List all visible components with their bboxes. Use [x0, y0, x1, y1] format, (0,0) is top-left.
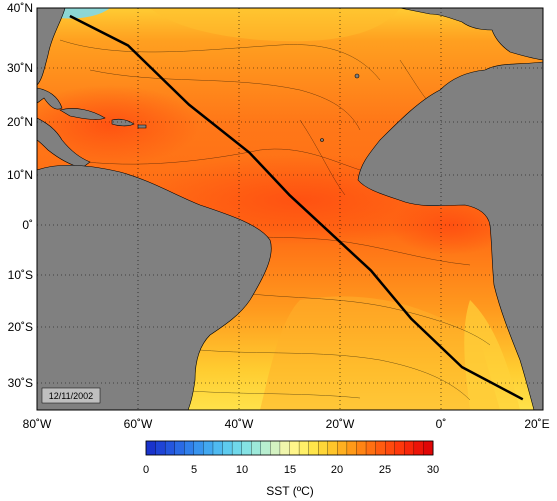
land-hispaniola: [111, 118, 135, 127]
colorbar-cell: [327, 440, 338, 456]
colorbar-cell: [337, 440, 348, 456]
lat-tick-label: 10˚S: [8, 268, 33, 282]
colorbar-tick-label: 30: [427, 464, 439, 476]
cool-region-benguela: [464, 300, 520, 410]
colorbar-cell: [318, 440, 329, 456]
lat-tick-label: 20˚N: [7, 115, 33, 129]
colorbar-cell: [365, 440, 377, 456]
lat-tick-label: 40˚N: [7, 1, 33, 15]
lon-tick-label: 80˚W: [23, 417, 52, 431]
date-stamp: 12/11/2002: [41, 387, 101, 404]
colorbar-cell: [423, 440, 434, 456]
lat-tick-label: 30˚S: [8, 376, 33, 390]
map-panel: 12/11/2002: [37, 8, 543, 410]
ship-track: [69, 14, 524, 401]
colorbar-cell: [174, 440, 185, 456]
land-canary-islands: [354, 73, 360, 79]
lon-tick-label: 60˚W: [124, 417, 153, 431]
land-north-america: [37, 8, 66, 86]
colorbar-title: SST (ºC): [266, 484, 314, 498]
colorbar-tick-label: 5: [191, 464, 197, 476]
colorbar-cell: [413, 440, 424, 456]
lat-tick-label: 30˚N: [7, 61, 33, 75]
colorbar-cell: [270, 440, 281, 456]
cool-region-south-atlantic: [260, 296, 500, 410]
latitude-axis: 40˚N 30˚N 20˚N 10˚N 0˚ 10˚S 20˚S 30˚S: [7, 1, 33, 390]
colorbar-cell: [203, 440, 214, 456]
colorbar-cell: [241, 440, 252, 456]
colorbar-cell: [346, 440, 357, 456]
colorbar-cell: [385, 440, 396, 456]
colorbar-cell: [308, 440, 319, 456]
lon-tick-label: 0˚: [436, 417, 447, 431]
colorbar-cell: [145, 440, 157, 456]
land-puerto-rico: [137, 124, 147, 129]
colorbar-cell: [356, 440, 367, 456]
colorbar-cell: [184, 440, 195, 456]
colorbar-tick-label: 20: [331, 464, 343, 476]
colorbar-cells: [145, 440, 434, 456]
colorbar-cell: [394, 440, 405, 456]
land-europe: [399, 8, 543, 61]
map-frame: [36, 7, 544, 411]
lat-tick-label: 20˚S: [8, 320, 33, 334]
colorbar-cell: [251, 440, 262, 456]
colorbar-cell: [375, 440, 386, 456]
land-cape-verde: [320, 138, 324, 142]
colorbar-frame: [145, 440, 434, 456]
longitude-axis: 80˚W 60˚W 40˚W 20˚W 0˚ 20˚E: [23, 417, 550, 431]
colorbar-cell: [222, 440, 233, 456]
land-south-america: [37, 164, 272, 410]
colorbar-cell: [260, 440, 271, 456]
lat-tick-label: 0˚: [22, 218, 33, 232]
colorbar-cell: [193, 440, 204, 456]
colorbar-tick-label: 10: [236, 464, 248, 476]
lon-tick-label: 40˚W: [225, 417, 254, 431]
colorbar-cell: [298, 440, 310, 456]
cool-region-north: [150, 8, 400, 42]
land-florida-gulf: [37, 87, 63, 110]
date-stamp-text: 12/11/2002: [49, 391, 93, 401]
cold-region-labrador: [60, 8, 110, 19]
colorbar: 0 5 10 15 20 25 30 SST (ºC): [143, 440, 439, 498]
colorbar-cell: [155, 440, 166, 456]
colorbar-tick-label: 25: [379, 464, 391, 476]
colorbar-tick-label: 15: [284, 464, 296, 476]
graticule: [37, 8, 543, 410]
colorbar-cell: [404, 440, 415, 456]
colorbar-tick-label: 0: [143, 464, 149, 476]
colorbar-cell: [212, 440, 223, 456]
lat-tick-label: 10˚N: [7, 168, 33, 182]
colorbar-cell: [164, 440, 176, 456]
colorbar-cell: [289, 440, 300, 456]
lon-tick-label: 20˚E: [524, 417, 549, 431]
colorbar-cell: [231, 440, 243, 456]
land-cuba: [59, 108, 106, 120]
land-africa: [357, 61, 543, 410]
lon-tick-label: 20˚W: [326, 417, 355, 431]
land: [37, 8, 543, 410]
colorbar-cell: [279, 440, 290, 456]
